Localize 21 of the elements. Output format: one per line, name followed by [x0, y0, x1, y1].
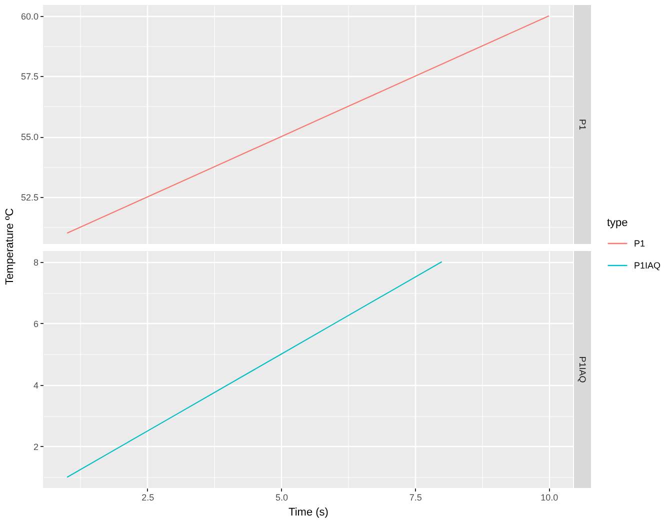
- y-tick-label: 55.0: [20, 132, 38, 142]
- y-tick-label: 2: [33, 442, 38, 452]
- text: P1IAQ: [578, 356, 588, 383]
- line-series: [66, 15, 550, 234]
- x-tick-label: 7.5: [409, 492, 422, 502]
- text: P1: [578, 118, 588, 130]
- y-tick-label: 57.5: [20, 72, 38, 82]
- legend-label: P1IAQ: [634, 260, 661, 270]
- x-axis-title: Time (s): [288, 506, 328, 518]
- legend-title: type: [607, 217, 628, 229]
- x-tick-label: 2.5: [142, 492, 154, 502]
- y-tick-label: 4: [33, 380, 38, 390]
- y-tick-label: 52.5: [20, 192, 38, 202]
- legend-label: P1: [634, 238, 646, 248]
- y-tick-label: 8: [33, 257, 38, 268]
- y-tick-label: 60.0: [20, 11, 38, 22]
- y-tick-label: 6: [33, 318, 38, 329]
- x-tick-label: 5.0: [275, 492, 288, 502]
- y-axis-title: Temperature ºC: [4, 208, 16, 285]
- x-tick-label: 10.0: [540, 492, 558, 502]
- line-series: [66, 261, 442, 478]
